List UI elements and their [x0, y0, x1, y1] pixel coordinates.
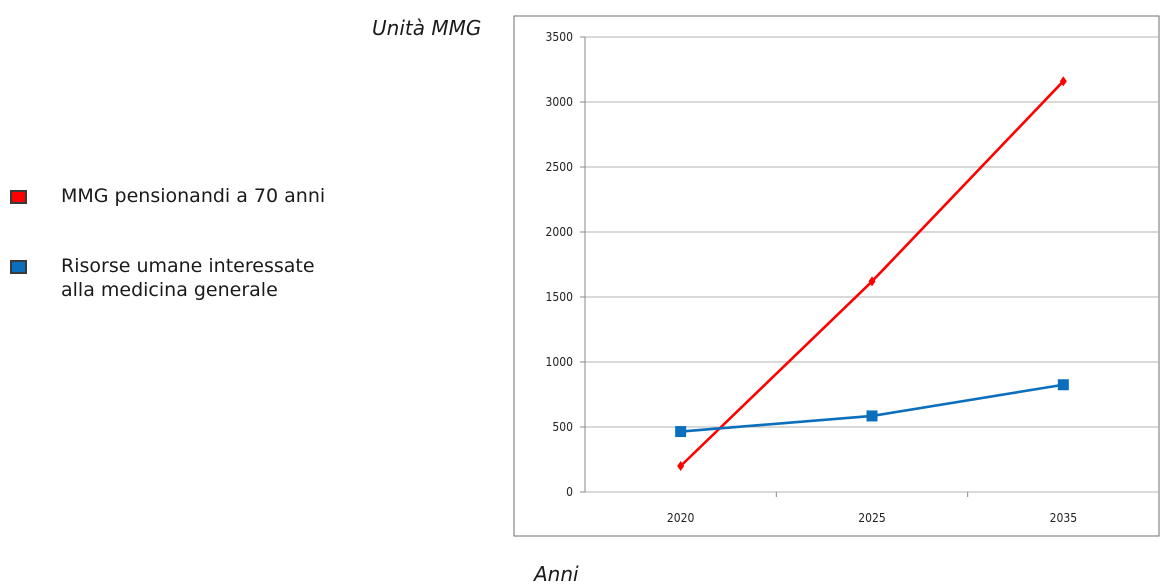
y-axis-title: Unità MMG — [372, 16, 482, 40]
y-tick-label: 3000 — [546, 95, 574, 109]
data-point-1 — [866, 410, 878, 422]
x-axis-ticks: 2020 2025 2035 — [667, 492, 1077, 525]
data-point-1 — [675, 426, 687, 438]
legend-swatch-blue — [10, 260, 27, 274]
series-group — [675, 76, 1069, 471]
chart-frame — [513, 15, 1160, 537]
legend-label-line: alla medicina generale — [61, 279, 278, 301]
y-tick-label: 3500 — [546, 30, 574, 44]
y-axis-ticks: 0 500 1000 1500 2000 2500 3000 3500 — [546, 30, 585, 499]
x-tick-label: 2025 — [858, 511, 885, 525]
gridlines — [585, 36, 1159, 493]
data-point-0 — [677, 461, 685, 471]
x-tick-label: 2020 — [667, 511, 695, 525]
x-axis-title: Anni — [534, 562, 579, 586]
y-tick-label: 500 — [552, 420, 573, 434]
legend-label: MMG pensionandi a 70 anni — [61, 185, 325, 210]
y-tick-label: 2500 — [546, 160, 574, 174]
data-point-0 — [1059, 76, 1067, 87]
y-tick-label: 1500 — [546, 290, 574, 304]
y-tick-label: 2000 — [546, 225, 574, 239]
data-point-1 — [1057, 379, 1069, 391]
legend-swatch-red — [10, 190, 27, 204]
legend-item-pensionandi: MMG pensionandi a 70 anni — [10, 185, 325, 210]
legend-label-line: Risorse umane interessate — [61, 255, 315, 277]
y-tick-label: 0 — [566, 485, 573, 499]
legend-label: Risorse umane interessate alla medicina … — [61, 255, 315, 304]
data-point-0 — [868, 276, 876, 287]
legend-item-risorse: Risorse umane interessate alla medicina … — [10, 255, 315, 304]
x-tick-label: 2035 — [1050, 511, 1077, 525]
y-tick-label: 1000 — [546, 355, 574, 369]
legend-label-line: MMG pensionandi a 70 anni — [61, 185, 326, 207]
